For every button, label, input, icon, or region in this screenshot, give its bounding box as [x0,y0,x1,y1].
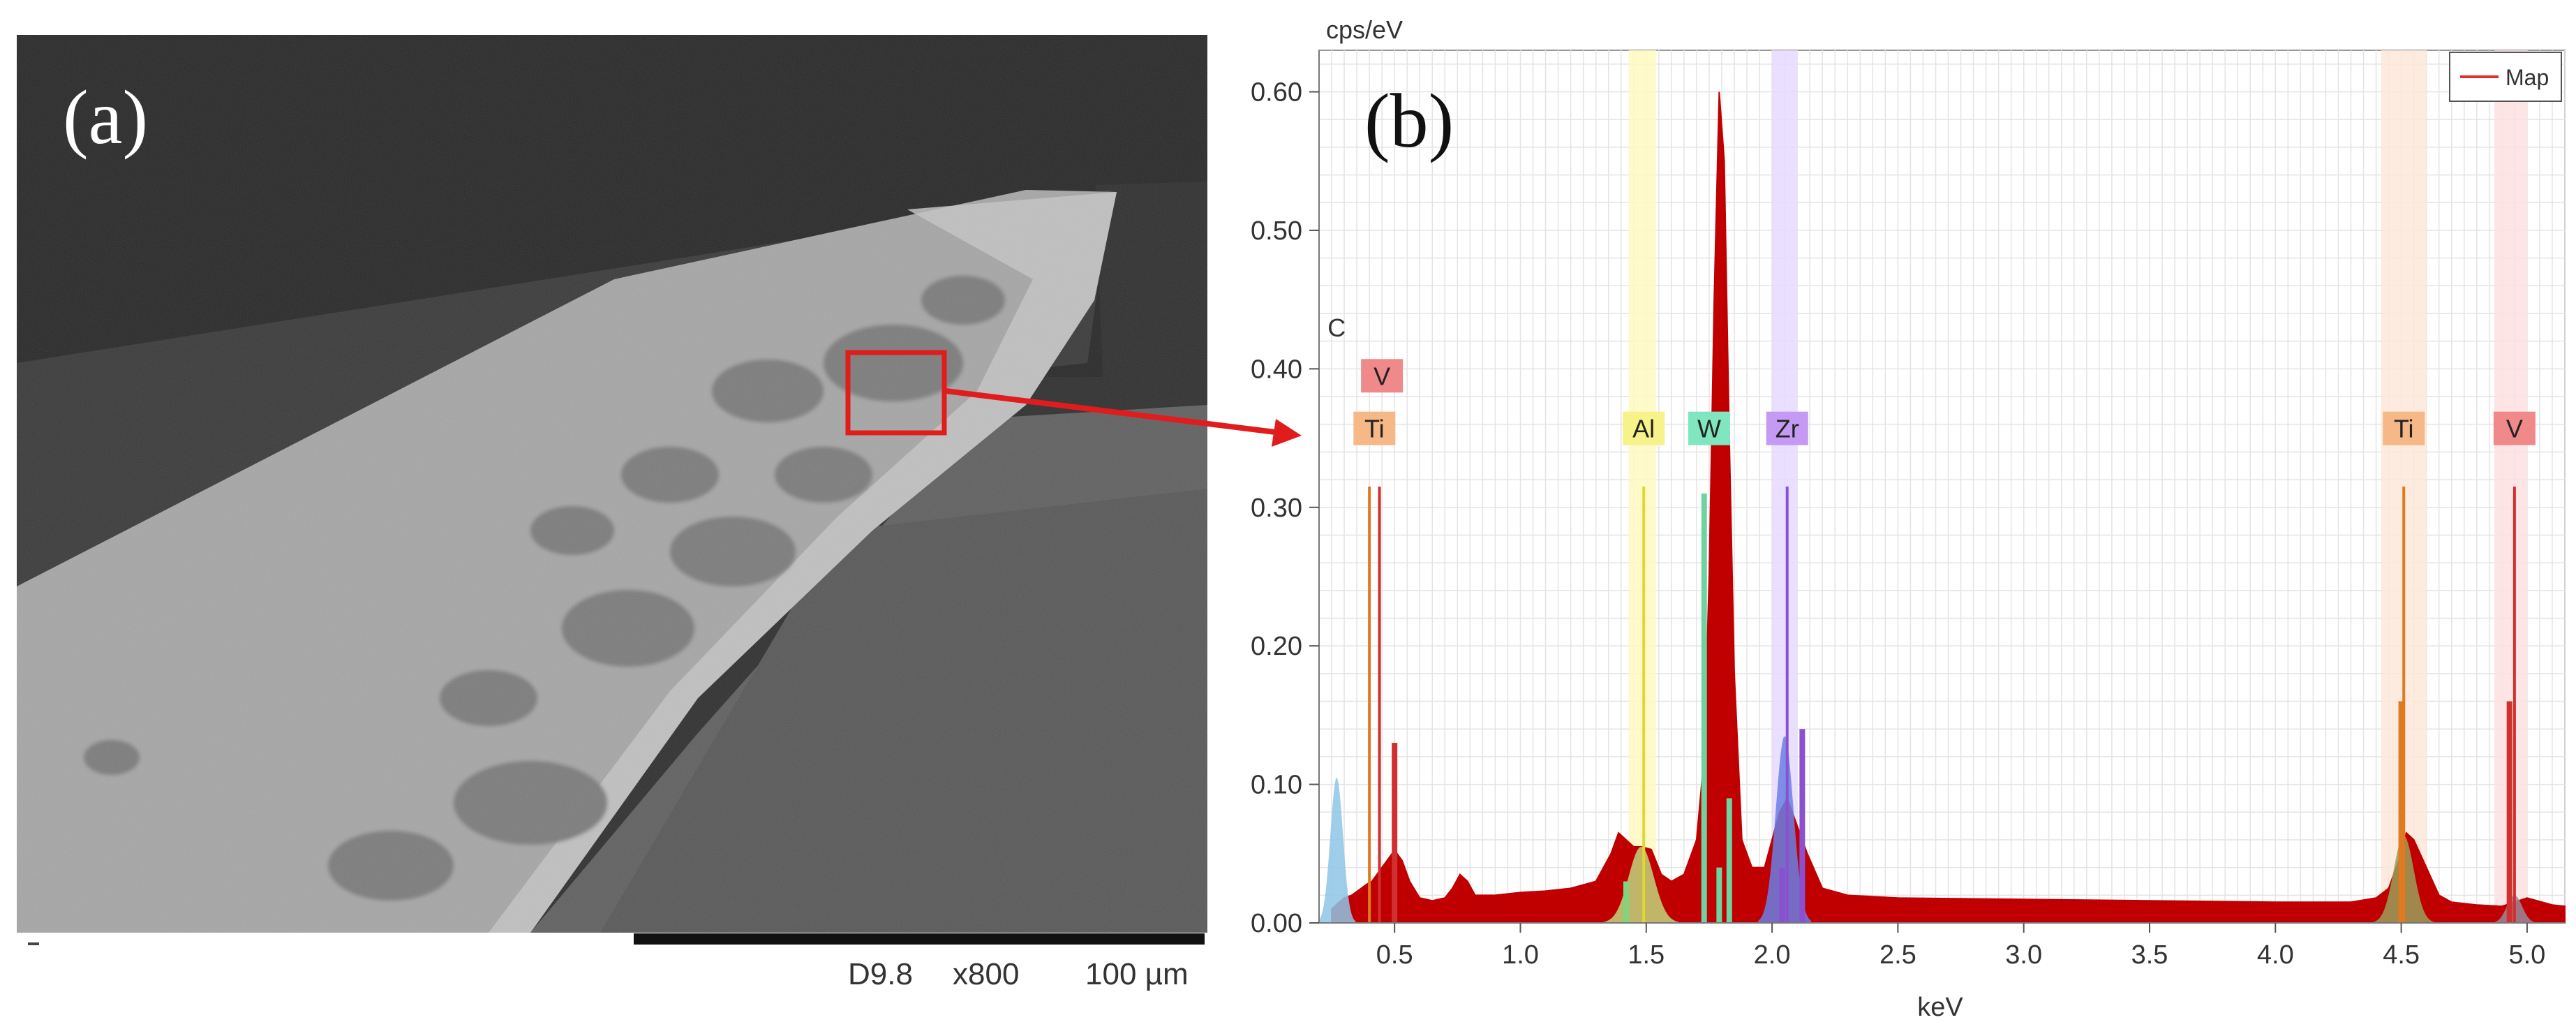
element-marker-lines [1368,487,2516,923]
element-label-box [1353,411,1396,445]
element-bar [1779,867,1785,923]
sem-image-panel: (a) D9.8 x800 100 µm [17,35,1207,1009]
y-tick-label: 0.30 [1251,494,1302,523]
axes: 0.5 1.0 1.5 2.0 2.5 3.0 3.5 4.0 4.5 5.0 0.00 0.10 0.… [1251,50,2565,970]
element-label-v: V [2506,415,2523,443]
element-label-al: Al [1632,415,1655,443]
element-label-ti: Ti [1364,415,1385,443]
element-bar [1799,729,1806,923]
element-label-v: V [1373,362,1390,390]
x-tick-label: 4.5 [2383,940,2420,970]
plot-area [1318,50,2566,924]
scale-length: 100 µm [1085,957,1189,991]
x-axis-title: keV [1917,993,1963,1022]
panel-a-label: (a) [63,75,148,160]
element-label-box [1766,411,1808,445]
element-label-box [1688,411,1730,445]
element-bar [2506,701,2512,923]
analysis-region-box [845,350,947,436]
x-tick-label: 3.5 [2131,940,2168,970]
overlay-peak-zr [1758,736,1811,923]
element-label-box [2493,411,2536,445]
element-label-w: W [1697,415,1721,443]
element-bar [1701,493,1707,923]
y-tick-label: 0.00 [1251,909,1302,938]
legend: Map [2449,52,2562,102]
x-tick-label: 2.0 [1754,940,1791,970]
y-tick-label: 0.50 [1251,216,1302,246]
y-tick-label: 0.60 [1251,78,1302,108]
x-tick-label: 4.0 [2257,940,2294,970]
scale-bar: D9.8 x800 100 µm [17,933,1207,1009]
element-label-c: C [1327,313,1346,342]
overlay-peak-c [1318,777,1356,923]
x-tick-label: 2.5 [1879,940,1916,970]
y-axis-title: cps/eV [1326,15,1403,44]
element-label-box [1361,359,1404,393]
element-bar [1392,743,1398,923]
element-label-ti: Ti [2394,415,2414,443]
callout-arrow [945,388,1302,447]
x-tick-label: 1.0 [1502,940,1539,970]
x-tick-label: 0.5 [1376,940,1413,970]
scale-detector: D9.8 [848,957,913,991]
scale-magnification: x800 [953,957,1019,991]
element-bar [2398,701,2404,923]
x-tick-label: 3.0 [2005,940,2042,970]
element-label-zr: Zr [1775,415,1799,443]
element-bars [1392,493,2512,923]
element-label-box [2383,411,2425,445]
panel-b-label: (b) [1364,78,1454,163]
element-label-box [1623,411,1665,445]
element-bar [1726,798,1732,923]
y-tick-label: 0.20 [1251,632,1302,661]
element-bar [1623,881,1629,923]
x-tick-label: 5.0 [2508,940,2545,970]
overlay-peak-al [1603,846,1679,923]
element-bar [1716,867,1722,923]
y-tick-label: 0.40 [1251,355,1302,384]
legend-entry-map: Map [2506,65,2549,90]
y-tick-label: 0.10 [1251,771,1302,800]
x-tick-label: 1.5 [1628,940,1665,970]
